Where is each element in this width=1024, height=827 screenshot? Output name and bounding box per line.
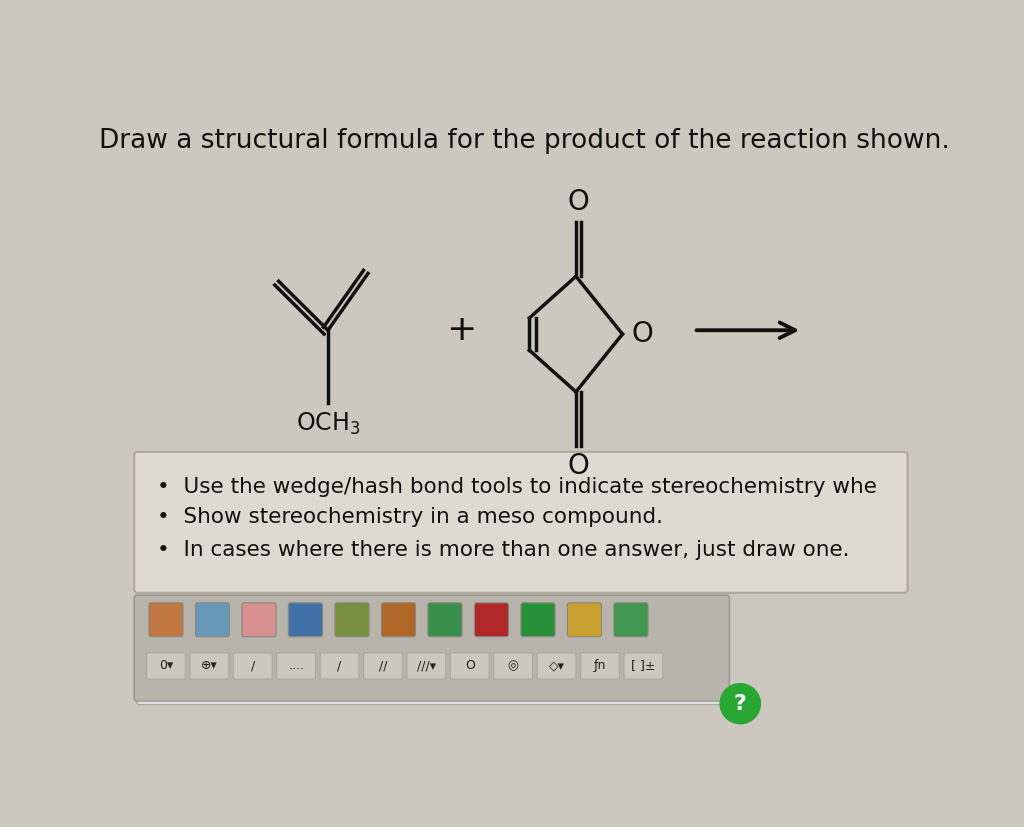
FancyBboxPatch shape	[190, 653, 228, 679]
Text: ⊕▾: ⊕▾	[201, 659, 218, 672]
FancyBboxPatch shape	[146, 653, 185, 679]
Text: [ ]±: [ ]±	[631, 659, 655, 672]
Text: ///▾: ///▾	[417, 659, 436, 672]
Text: •  Show stereochemistry in a meso compound.: • Show stereochemistry in a meso compoun…	[158, 507, 664, 528]
Text: O: O	[567, 452, 590, 480]
FancyBboxPatch shape	[321, 653, 359, 679]
Circle shape	[720, 684, 761, 724]
Bar	[137, 701, 726, 704]
FancyBboxPatch shape	[521, 603, 555, 637]
FancyBboxPatch shape	[494, 653, 532, 679]
Text: O: O	[632, 320, 653, 348]
FancyBboxPatch shape	[335, 603, 369, 637]
Text: 0▾: 0▾	[159, 659, 173, 672]
Text: /: /	[338, 659, 342, 672]
FancyBboxPatch shape	[289, 603, 323, 637]
FancyBboxPatch shape	[614, 603, 648, 637]
Text: +: +	[446, 313, 476, 347]
Text: O: O	[465, 659, 475, 672]
FancyBboxPatch shape	[381, 603, 416, 637]
FancyBboxPatch shape	[276, 653, 315, 679]
FancyBboxPatch shape	[538, 653, 575, 679]
FancyBboxPatch shape	[233, 653, 272, 679]
Text: /: /	[251, 659, 255, 672]
FancyBboxPatch shape	[134, 595, 729, 701]
Text: ƒn: ƒn	[594, 659, 606, 672]
Text: OCH$_3$: OCH$_3$	[296, 411, 360, 437]
FancyBboxPatch shape	[567, 603, 601, 637]
Text: Draw a structural formula for the product of the reaction shown.: Draw a structural formula for the produc…	[99, 128, 950, 155]
FancyBboxPatch shape	[242, 603, 276, 637]
Text: ◇▾: ◇▾	[549, 659, 564, 672]
FancyBboxPatch shape	[364, 653, 402, 679]
FancyBboxPatch shape	[451, 653, 489, 679]
FancyBboxPatch shape	[581, 653, 620, 679]
FancyBboxPatch shape	[196, 603, 229, 637]
Text: O: O	[567, 189, 590, 217]
Text: ....: ....	[288, 659, 304, 672]
FancyBboxPatch shape	[474, 603, 509, 637]
FancyBboxPatch shape	[428, 603, 462, 637]
Text: •  In cases where there is more than one answer, just draw one.: • In cases where there is more than one …	[158, 540, 850, 560]
FancyBboxPatch shape	[624, 653, 663, 679]
FancyBboxPatch shape	[407, 653, 445, 679]
FancyBboxPatch shape	[148, 603, 183, 637]
Text: ◎: ◎	[508, 659, 518, 672]
Text: ?: ?	[734, 694, 746, 714]
Text: •  Use the wedge/hash bond tools to indicate stereochemistry whe: • Use the wedge/hash bond tools to indic…	[158, 476, 878, 496]
Text: //: //	[379, 659, 387, 672]
FancyBboxPatch shape	[134, 452, 907, 593]
